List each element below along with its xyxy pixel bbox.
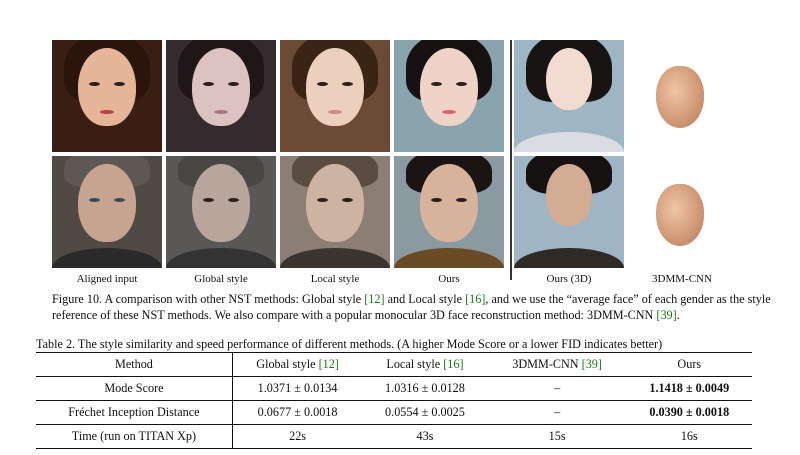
row-mode-score-cnn: – — [487, 376, 627, 401]
table-row: Mode Score 1.0371 ± 0.0134 1.0316 ± 0.01… — [36, 376, 752, 401]
header-local-style-label: Local style — [386, 357, 441, 371]
figure-caption: Figure 10. A comparison with other NST m… — [52, 291, 776, 323]
row-time-global: 22s — [232, 424, 363, 449]
table-row: Time (run on TITAN Xp) 22s 43s 15s 16s — [36, 424, 752, 449]
header-ours: Ours — [626, 352, 752, 377]
citation-link-16[interactable]: [16] — [465, 292, 486, 306]
header-global-style-label: Global style — [256, 357, 316, 371]
3dmm-cnn-male-mask — [656, 184, 704, 246]
header-method: Method — [36, 352, 233, 377]
caption-text-prefix: Figure 10. A comparison with other NST m… — [52, 292, 365, 306]
column-label-ours-3d: Ours (3D) — [546, 273, 592, 285]
citation-link-39-table[interactable]: [39] — [581, 357, 602, 371]
citation-link-39[interactable]: [39] — [656, 308, 677, 322]
ours-3d-female-photo — [514, 40, 624, 152]
figure-divider — [510, 40, 512, 280]
row-fid-local: 0.0554 ± 0.0025 — [362, 400, 488, 425]
global-style-female-photo — [166, 40, 276, 152]
caption-text-mid1: and Local style — [384, 292, 466, 306]
table-row: Fréchet Inception Distance 0.0677 ± 0.00… — [36, 400, 752, 425]
row-time-cnn: 15s — [487, 424, 627, 449]
column-label-local-style: Local style — [310, 273, 360, 285]
header-local-style: Local style [16] — [362, 352, 488, 377]
row-time-ours: 16s — [626, 424, 752, 449]
column-label-global-style: Global style — [194, 273, 248, 285]
row-fid-global: 0.0677 ± 0.0018 — [232, 400, 363, 425]
row-time-local: 43s — [362, 424, 488, 449]
citation-link-12[interactable]: [12] — [364, 292, 385, 306]
ours-3d-male-photo — [514, 156, 624, 268]
aligned-input-female-photo — [52, 40, 162, 152]
row-mode-score-method: Mode Score — [36, 376, 233, 401]
caption-text-suffix: . — [676, 308, 680, 322]
results-table: Method Global style [12] Local style [16… — [36, 352, 752, 449]
ours-male-photo — [394, 156, 504, 268]
header-3dmm-cnn-label: 3DMM-CNN — [512, 357, 579, 371]
aligned-input-male-photo — [52, 156, 162, 268]
column-label-3dmm-cnn: 3DMM-CNN — [652, 273, 712, 285]
row-time-method: Time (run on TITAN Xp) — [36, 424, 233, 449]
citation-link-16-table[interactable]: [16] — [443, 357, 464, 371]
row-mode-score-global: 1.0371 ± 0.0134 — [232, 376, 363, 401]
ours-female-photo — [394, 40, 504, 152]
column-label-aligned-input: Aligned input — [76, 273, 138, 285]
caption-text-mid2: , and we use the “average face” of each … — [52, 292, 771, 322]
row-fid-ours: 0.0390 ± 0.0018 — [626, 400, 752, 425]
3dmm-cnn-female-mask — [656, 66, 704, 128]
row-fid-method: Fréchet Inception Distance — [36, 400, 233, 425]
row-mode-score-local: 1.0316 ± 0.0128 — [362, 376, 488, 401]
row-mode-score-ours: 1.1418 ± 0.0049 — [626, 376, 752, 401]
column-label-ours: Ours — [438, 273, 460, 285]
citation-link-12-table[interactable]: [12] — [318, 357, 339, 371]
local-style-male-photo — [280, 156, 390, 268]
table-header-row: Method Global style [12] Local style [16… — [36, 352, 752, 377]
comparison-figure: Aligned input Global style Local style O… — [52, 40, 752, 288]
header-3dmm-cnn: 3DMM-CNN [39] — [487, 352, 627, 377]
header-global-style: Global style [12] — [232, 352, 363, 377]
row-fid-cnn: – — [487, 400, 627, 425]
global-style-male-photo — [166, 156, 276, 268]
table-caption: Table 2. The style similarity and speed … — [36, 337, 663, 351]
local-style-female-photo — [280, 40, 390, 152]
